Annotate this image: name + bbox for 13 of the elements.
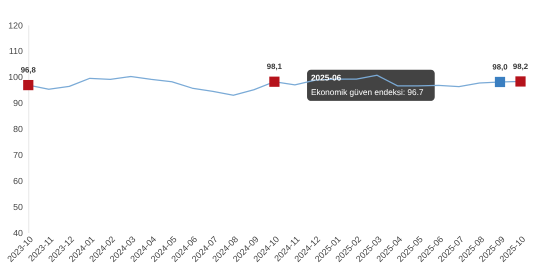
y-tick-label: 60	[13, 176, 24, 186]
y-tick-label: 50	[13, 202, 24, 212]
y-tick-label: 40	[13, 228, 24, 238]
data-label: 98,0	[492, 62, 508, 72]
y-tick-label: 90	[13, 98, 24, 108]
y-tick-label: 100	[8, 72, 24, 82]
data-label: 98,2	[512, 62, 529, 71]
data-label: 98,1	[266, 62, 283, 72]
y-tick-label: 120	[8, 20, 24, 30]
y-tick-label: 110	[8, 46, 24, 56]
data-label: 96,8	[20, 65, 37, 74]
y-tick-label: 70	[13, 150, 24, 160]
y-tick-label: 80	[13, 124, 24, 134]
